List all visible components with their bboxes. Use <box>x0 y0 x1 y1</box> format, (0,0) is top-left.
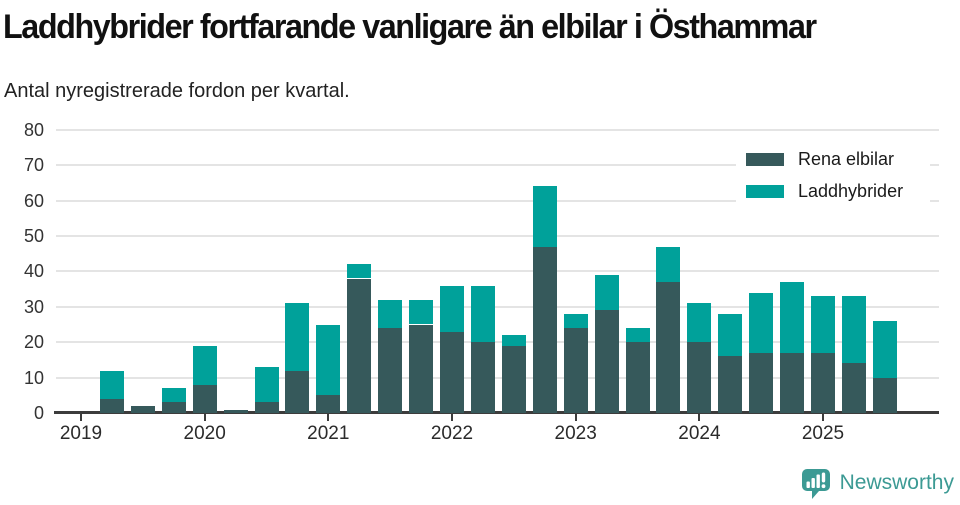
x-axis-year-label: 2024 <box>678 423 721 444</box>
x-axis-year-label: 2020 <box>183 423 226 444</box>
bar-segment-laddhybrider <box>625 328 650 343</box>
x-axis-year-label: 2025 <box>801 423 845 444</box>
bar-segment-rena-elbilar <box>130 405 155 413</box>
x-axis-tick <box>451 414 453 421</box>
bar-segment-laddhybrider <box>841 296 866 364</box>
y-axis-label: 0 <box>33 403 44 423</box>
bar-segment-laddhybrider <box>563 313 588 329</box>
bar-segment-laddhybrider <box>532 186 557 247</box>
bar-segment-laddhybrider <box>470 285 495 343</box>
legend-label-rena-elbilar: Rena elbilar <box>798 148 895 169</box>
x-axis-tick <box>327 414 330 421</box>
legend-swatch-rena-elbilar <box>746 152 784 166</box>
y-axis-label: 20 <box>23 332 44 353</box>
bar-segment-rena-elbilar <box>161 402 186 413</box>
chart-title: Laddhybrider fortfarande vanligare än el… <box>3 8 817 46</box>
bar-segment-rena-elbilar <box>625 342 650 413</box>
legend: Rena elbilar Laddhybrider <box>736 146 930 204</box>
x-axis-tick <box>698 414 701 421</box>
y-axis-label: 40 <box>23 261 44 282</box>
bar-segment-laddhybrider <box>749 292 774 353</box>
x-axis-line <box>54 411 939 414</box>
y-axis-label: 70 <box>23 155 44 176</box>
legend-item-laddhybrider: Laddhybrider <box>736 180 930 202</box>
y-axis-label: 30 <box>23 296 44 317</box>
bar-segment-rena-elbilar <box>811 352 835 413</box>
bar-segment-laddhybrider <box>316 324 341 396</box>
bar-chart-speech-bubble-icon <box>801 469 830 499</box>
y-axis-label: 80 <box>23 119 44 140</box>
bar-segment-laddhybrider <box>254 367 279 403</box>
bar-segment-rena-elbilar <box>409 324 434 413</box>
legend-label-laddhybrider: Laddhybrider <box>798 180 904 201</box>
gridline <box>56 341 939 344</box>
bar-segment-rena-elbilar <box>656 282 681 413</box>
legend-item-rena-elbilar: Rena elbilar <box>736 148 930 170</box>
bar-segment-rena-elbilar <box>780 352 805 413</box>
x-axis-year-label: 2023 <box>554 423 597 444</box>
bar-segment-laddhybrider <box>161 388 186 403</box>
bar-segment-rena-elbilar <box>872 377 897 413</box>
bar-segment-laddhybrider <box>501 335 526 346</box>
chart-subtitle: Antal nyregistrerade fordon per kvartal. <box>4 80 350 102</box>
bar-segment-rena-elbilar <box>99 398 124 413</box>
gridline <box>56 164 939 167</box>
x-axis-tick <box>574 414 577 421</box>
bar-segment-rena-elbilar <box>347 278 372 413</box>
bar-segment-laddhybrider <box>811 296 835 353</box>
bar-segment-rena-elbilar <box>532 246 557 413</box>
bar-segment-rena-elbilar <box>378 328 403 413</box>
bar-segment-laddhybrider <box>780 282 805 353</box>
gridline <box>56 305 939 308</box>
x-axis-year-label: 2021 <box>307 423 350 444</box>
bar-segment-rena-elbilar <box>192 384 217 413</box>
bar-segment-rena-elbilar <box>316 395 341 413</box>
y-axis-label: 50 <box>23 226 44 246</box>
gridline <box>56 270 939 273</box>
bar-segment-rena-elbilar <box>687 342 712 413</box>
bar-segment-rena-elbilar <box>254 402 279 413</box>
bar-segment-rena-elbilar <box>440 331 464 413</box>
bar-segment-laddhybrider <box>656 246 681 282</box>
gridline <box>56 128 939 131</box>
bar-segment-laddhybrider <box>718 313 743 357</box>
bar-segment-rena-elbilar <box>594 310 619 413</box>
bar-segment-laddhybrider <box>192 345 217 385</box>
gridline <box>56 199 939 202</box>
bar-segment-rena-elbilar <box>718 356 743 413</box>
bar-segment-rena-elbilar <box>841 363 866 413</box>
bar-segment-laddhybrider <box>99 370 124 399</box>
x-axis-year-label: 2022 <box>430 423 474 444</box>
gridline <box>56 376 939 379</box>
bar-segment-laddhybrider <box>347 264 372 279</box>
y-axis-label: 10 <box>23 367 44 388</box>
x-axis-tick <box>822 414 824 421</box>
bar-segment-laddhybrider <box>378 299 403 328</box>
x-axis-tick <box>80 414 82 421</box>
bar-segment-laddhybrider <box>872 321 897 378</box>
bar-segment-rena-elbilar <box>563 328 588 413</box>
x-axis-year-label: 2019 <box>59 423 103 444</box>
gridline <box>56 235 939 237</box>
bar-segment-laddhybrider <box>687 303 712 343</box>
legend-swatch-laddhybrider <box>746 184 784 198</box>
bar-segment-rena-elbilar <box>749 352 774 413</box>
bar-segment-laddhybrider <box>285 303 310 371</box>
x-axis-tick <box>203 414 206 421</box>
bar-segment-rena-elbilar <box>285 370 310 413</box>
y-axis-label: 60 <box>23 190 44 211</box>
bar-segment-laddhybrider <box>409 299 434 325</box>
bar-segment-rena-elbilar <box>470 342 495 413</box>
newsworthy-logo: Newsworthy <box>800 467 954 499</box>
newsworthy-logo-text: Newsworthy <box>839 471 954 494</box>
bar-segment-rena-elbilar <box>223 409 248 413</box>
bar-segment-rena-elbilar <box>501 345 526 413</box>
bar-segment-laddhybrider <box>594 274 619 311</box>
bar-segment-laddhybrider <box>440 285 464 332</box>
